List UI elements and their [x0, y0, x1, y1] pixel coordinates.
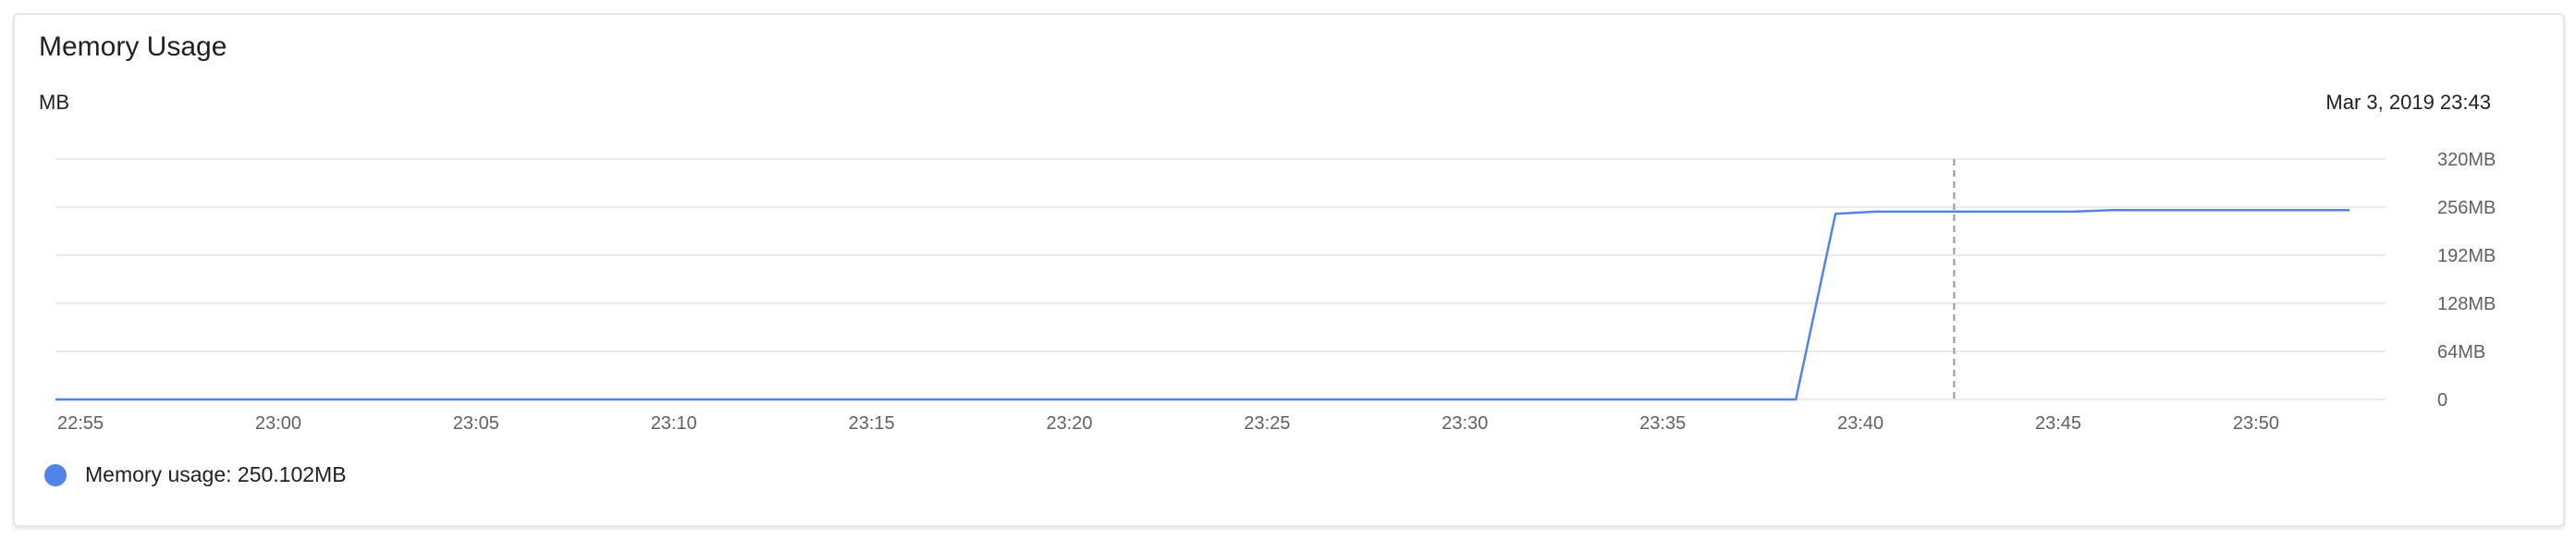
x-tick-label: 23:45: [2035, 413, 2081, 434]
legend[interactable]: Memory usage: 250.102MB: [44, 462, 347, 487]
x-tick-label: 23:40: [1837, 413, 1883, 434]
legend-series-dot: [44, 463, 67, 486]
x-tick-label: 23:05: [453, 413, 499, 434]
cursor-datetime: Mar 3, 2019 23:43: [2325, 91, 2491, 114]
x-tick-label: 23:10: [651, 413, 697, 434]
y-tick-label: 192MB: [2437, 246, 2496, 266]
y-tick-label: 64MB: [2437, 342, 2485, 362]
y-tick-label: 128MB: [2437, 294, 2496, 314]
y-tick-label: 256MB: [2437, 198, 2496, 218]
y-tick-label: 0: [2437, 390, 2447, 411]
x-tick-label: 23:00: [255, 413, 301, 434]
x-tick-label: 23:20: [1047, 413, 1093, 434]
x-tick-label: 23:30: [1441, 413, 1488, 434]
series-line-memory-usage: [55, 209, 2350, 401]
x-tick-label: 23:25: [1244, 413, 1290, 434]
memory-usage-card: [13, 13, 2565, 527]
legend-series-label: Memory usage: 250.102MB: [85, 462, 347, 486]
x-tick-label: 23:15: [849, 413, 895, 434]
chart-title: Memory Usage: [39, 31, 227, 62]
y-tick-label: 320MB: [2437, 150, 2496, 170]
x-tick-label: 23:50: [2233, 413, 2279, 434]
x-tick-label: 22:55: [57, 413, 104, 434]
unit-label: MB: [39, 91, 69, 114]
x-tick-label: 23:35: [1639, 413, 1686, 434]
